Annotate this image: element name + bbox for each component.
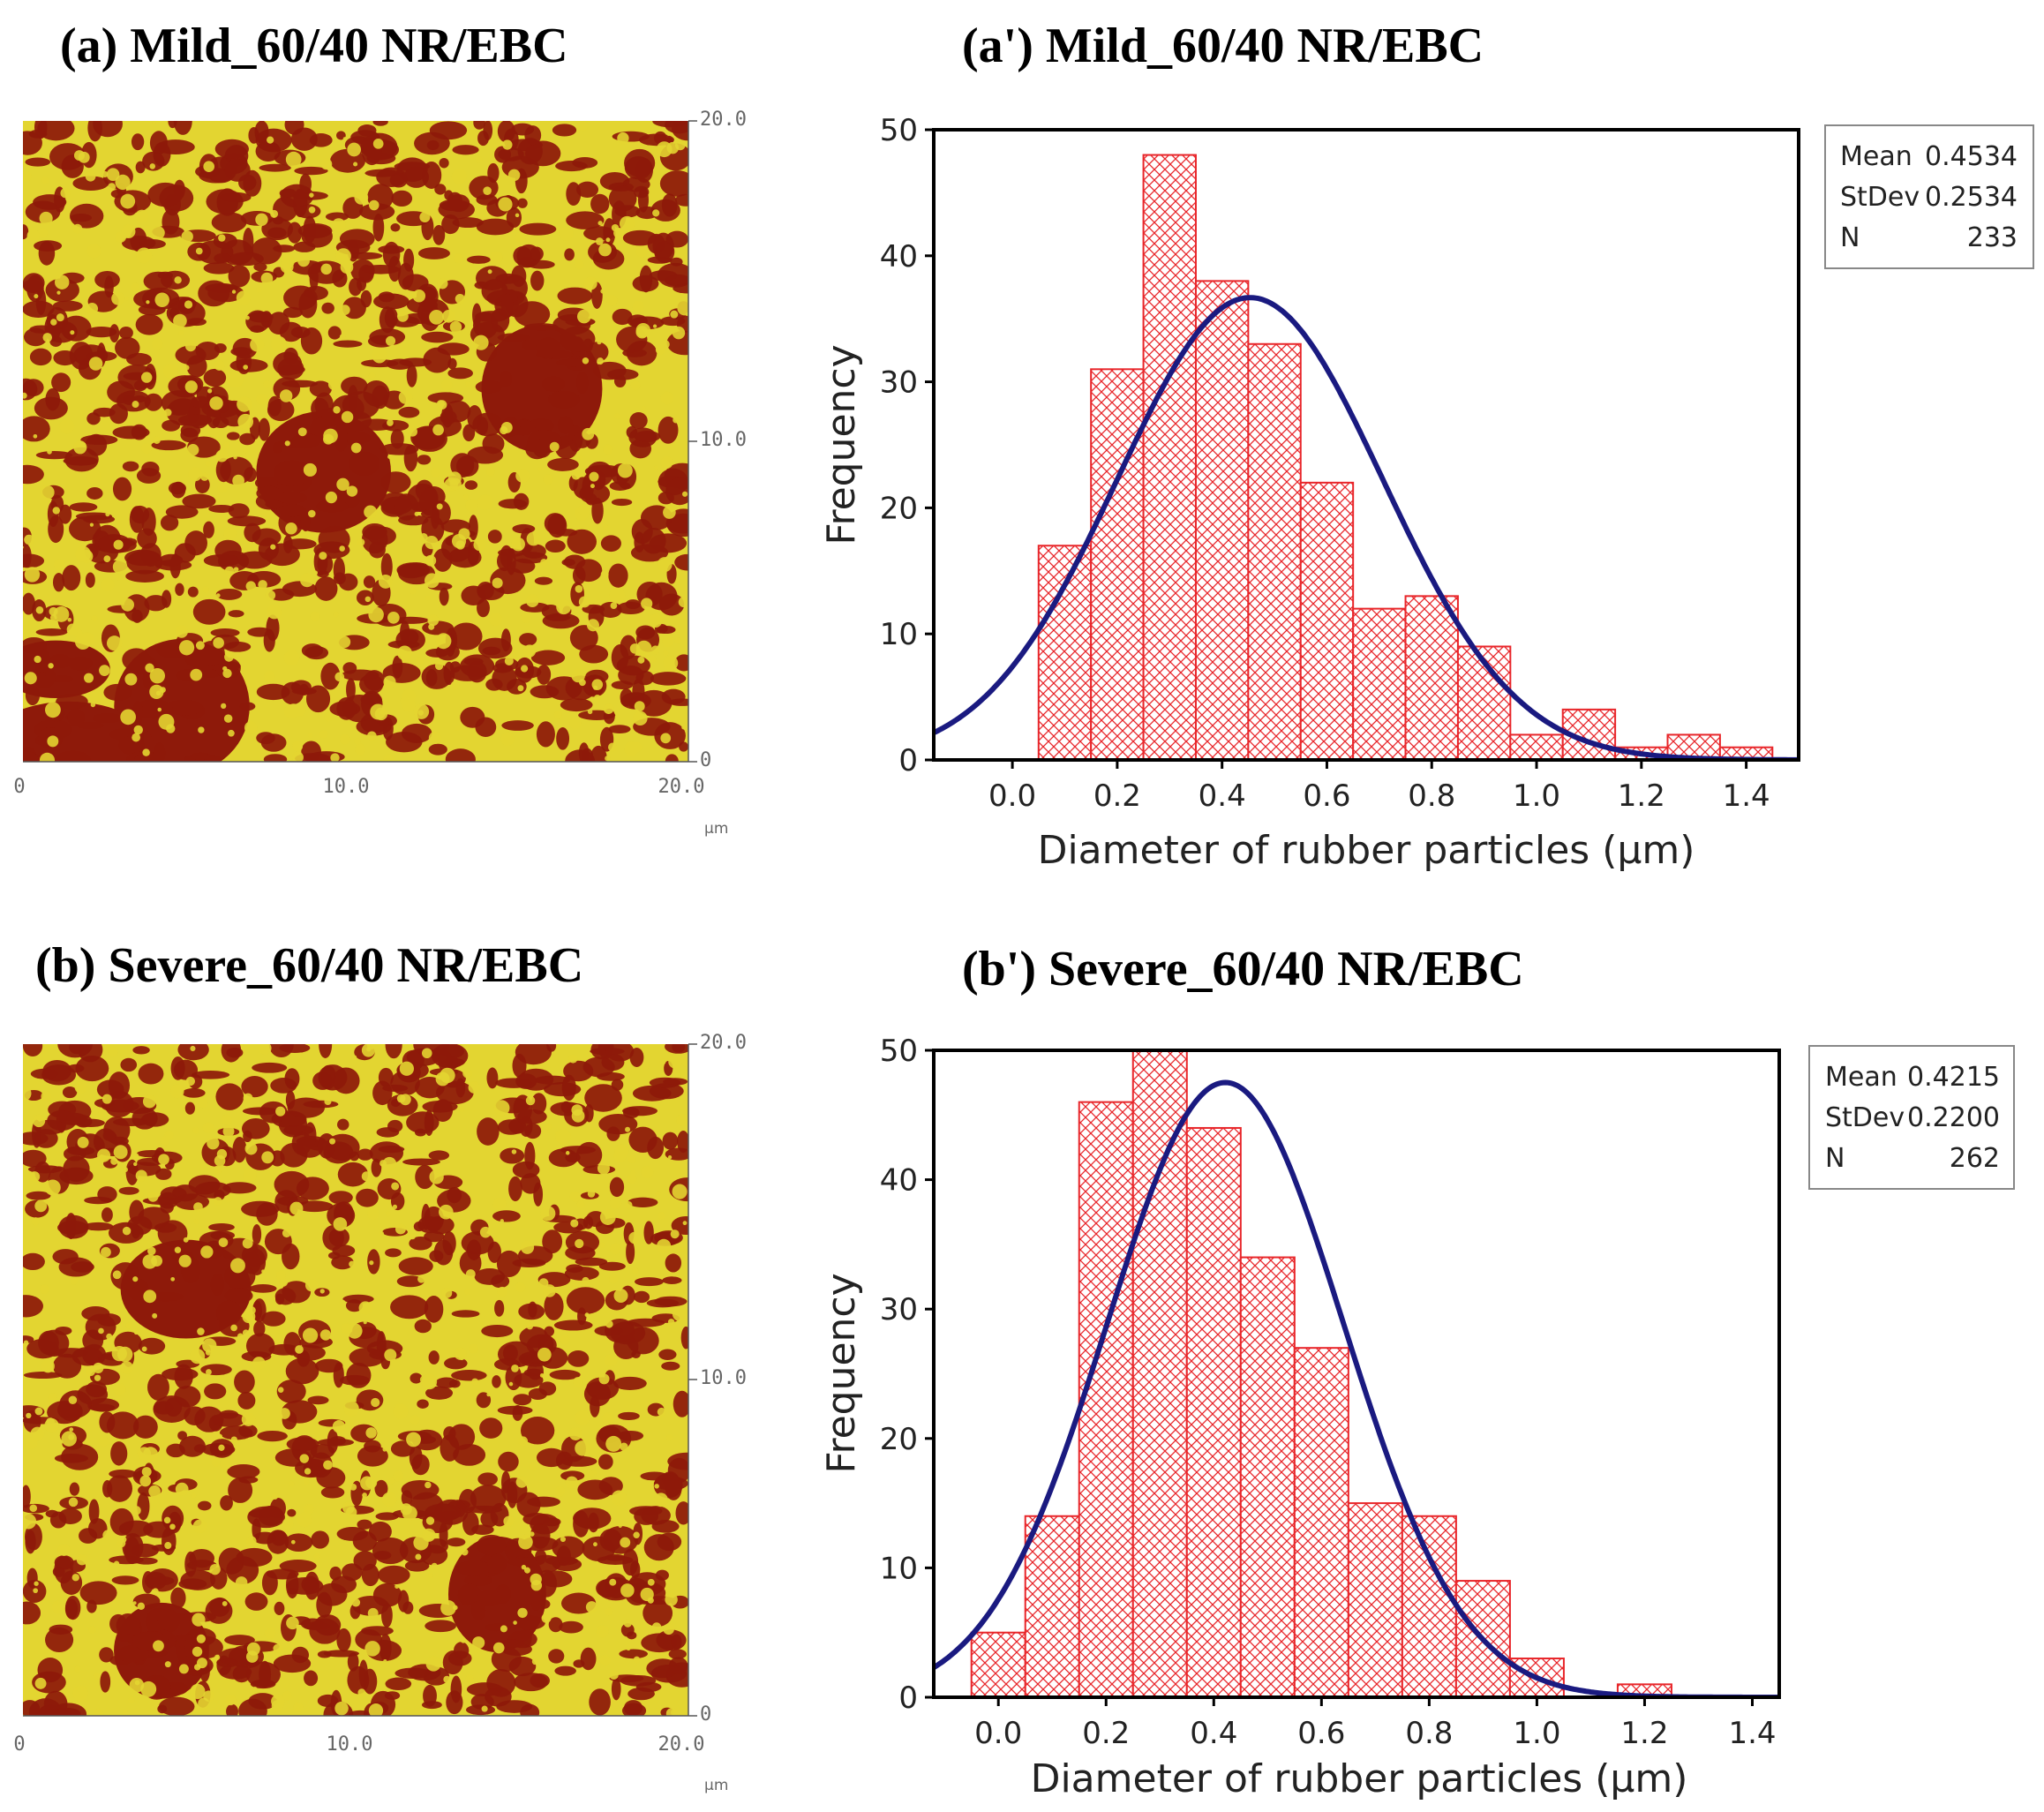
stat-value-n: 262 (1950, 1143, 2000, 1174)
x-tick-label: 0.2 (1082, 1716, 1130, 1751)
histogram-bar (1037, 545, 1093, 760)
afm-b-xtick-label: 20.0 (658, 1733, 705, 1756)
histogram-bar (970, 1631, 1026, 1697)
histogram-a-prime-y-axis-label: Frequency (819, 344, 864, 545)
afm-image-b-texture (23, 1044, 688, 1716)
histogram-bar (1185, 1126, 1242, 1697)
stat-label-stdev: StDev (1825, 1102, 1905, 1133)
x-tick-label: 0.4 (1190, 1716, 1237, 1751)
histogram-b-prime-x-axis-label: Diameter of rubber particles (µm) (1031, 1756, 1688, 1801)
histogram-bar (1131, 1050, 1188, 1697)
histogram-bar (1239, 1256, 1296, 1697)
histogram-bar (1299, 481, 1355, 760)
x-tick-label: 1.2 (1618, 778, 1665, 814)
histogram-bar (1024, 1515, 1080, 1697)
afm-image-b: 20.0 10.0 0 0 10.0 20.0 µm (13, 1032, 747, 1794)
afm-image-a-texture (23, 121, 688, 762)
afm-a-xtick-label: 10.0 (323, 776, 370, 798)
stat-value-mean: 0.4534 (1925, 141, 2018, 172)
histogram-bar (1401, 1515, 1457, 1697)
stat-label-mean: Mean (1825, 1062, 1897, 1093)
afm-a-ytick-label: 10.0 (700, 429, 747, 451)
histogram-b-prime-y-axis-label: Frequency (819, 1273, 864, 1473)
y-tick-label: 20 (880, 1422, 918, 1457)
histogram-bar (1352, 607, 1407, 760)
histogram-b-prime-stats-box (1808, 1045, 2015, 1190)
x-tick-label: 0.2 (1093, 778, 1141, 814)
histogram-b-prime-plot-frame (932, 1049, 1781, 1699)
x-tick-label: 0.6 (1303, 778, 1350, 814)
afm-a-xtick-label: 0 (13, 776, 25, 798)
x-tick-label: 1.2 (1620, 1716, 1668, 1751)
y-tick-label: 50 (880, 1034, 918, 1069)
afm-b-xtick-label: 10.0 (327, 1733, 373, 1756)
x-tick-label: 0.8 (1405, 1716, 1453, 1751)
x-tick-label: 0.0 (988, 778, 1036, 814)
histogram-a-prime-plot-frame (932, 128, 1800, 762)
histogram-bar (1293, 1347, 1349, 1697)
stat-label-stdev: StDev (1840, 182, 1920, 213)
stat-value-stdev: 0.2534 (1925, 182, 2018, 213)
histogram-bar (1347, 1502, 1403, 1697)
y-tick-label: 40 (880, 239, 918, 274)
y-tick-label: 10 (880, 1551, 918, 1586)
afm-a-ytick-label: 20.0 (700, 109, 747, 131)
afm-image-a: 20.0 10.0 0 0 10.0 20.0 µm (13, 109, 747, 838)
histogram-a-prime-normal-fit-curve (934, 295, 1799, 760)
x-tick-label: 1.4 (1728, 1716, 1776, 1751)
histogram-bar (1194, 280, 1250, 760)
y-tick-label: 10 (880, 617, 918, 652)
histogram-b-prime: 0.0 0.2 0.4 0.6 0.8 1.0 1.2 1.4 0 10 20 30 40 50 Freq… (819, 1034, 2015, 1801)
y-tick-label: 20 (880, 491, 918, 526)
histogram-a-prime-x-axis-label: Diameter of rubber particles (µm) (1038, 828, 1695, 873)
x-tick-label: 1.0 (1513, 778, 1560, 814)
histogram-bar (1078, 1101, 1134, 1697)
x-tick-label: 0.4 (1199, 778, 1246, 814)
y-tick-label: 0 (898, 1680, 918, 1716)
histogram-a-prime: 0.0 0.2 0.4 0.6 0.8 1.0 1.2 1.4 0 10 20 30 40 50 Freq… (819, 113, 2034, 873)
y-tick-label: 30 (880, 1292, 918, 1327)
x-tick-label: 0.0 (974, 1716, 1022, 1751)
afm-a-ytick-label: 0 (700, 749, 711, 771)
y-tick-label: 40 (880, 1163, 918, 1199)
x-tick-label: 0.6 (1297, 1716, 1345, 1751)
stat-label-n: N (1825, 1143, 1845, 1174)
x-tick-label: 0.8 (1408, 778, 1455, 814)
histogram-bar (1090, 368, 1145, 760)
afm-b-xtick-label: 0 (13, 1733, 25, 1756)
histogram-bar (1404, 595, 1459, 760)
x-tick-label: 1.0 (1513, 1716, 1560, 1751)
histogram-bar (1142, 154, 1197, 760)
y-tick-label: 0 (898, 743, 918, 778)
y-tick-label: 30 (880, 365, 918, 401)
panel-a-prime-title: (a') Mild_60/40 NR/EBC (962, 19, 1484, 73)
afm-a-xtick-label: 20.0 (658, 776, 705, 798)
afm-b-unit-label: µm (704, 1777, 728, 1794)
stat-label-mean: Mean (1840, 141, 1912, 172)
x-tick-label: 1.4 (1723, 778, 1770, 814)
stat-value-stdev: 0.2200 (1907, 1102, 2000, 1133)
afm-b-ytick-label: 0 (700, 1703, 711, 1726)
afm-a-unit-label: µm (704, 820, 728, 838)
panel-b-prime-title: (b') Severe_60/40 NR/EBC (962, 942, 1524, 996)
y-tick-label: 50 (880, 113, 918, 148)
stat-label-n: N (1840, 222, 1860, 253)
histogram-a-prime-stats-box (1824, 124, 2034, 269)
histogram-bar (1509, 733, 1564, 760)
panel-a-title: (a) Mild_60/40 NR/EBC (60, 19, 568, 73)
afm-b-ytick-label: 20.0 (700, 1032, 747, 1054)
afm-b-ytick-label: 10.0 (700, 1367, 747, 1389)
histogram-bar (1247, 342, 1302, 760)
stat-value-n: 233 (1967, 222, 2018, 253)
panel-b-title: (b) Severe_60/40 NR/EBC (35, 938, 583, 993)
stat-value-mean: 0.4215 (1907, 1062, 2000, 1093)
